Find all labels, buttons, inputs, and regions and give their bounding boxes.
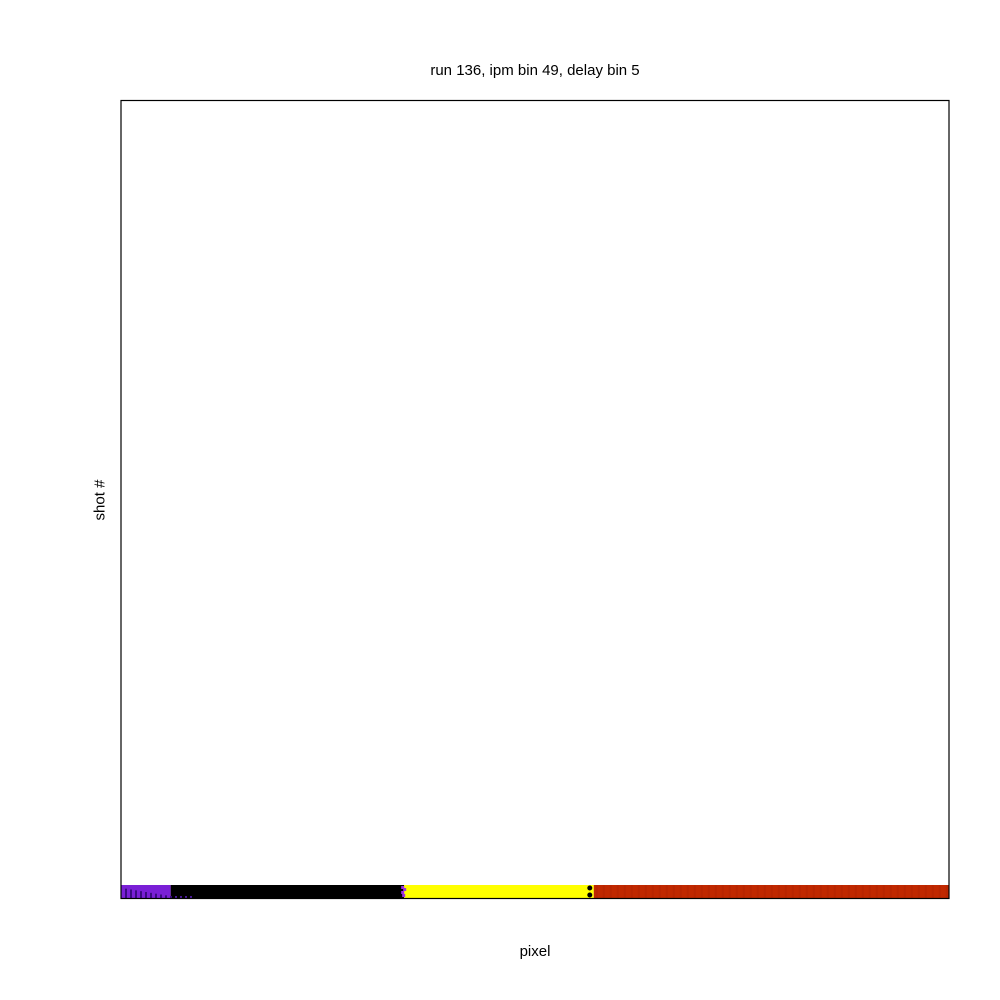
heatmap-segment-black xyxy=(170,885,405,898)
heatmap-stripe xyxy=(595,885,598,898)
heatmap-stripe xyxy=(833,885,836,898)
heatmap-stripe xyxy=(840,885,843,898)
heatmap-stripe xyxy=(630,885,633,898)
heatmap-stripe xyxy=(812,885,815,898)
heatmap-edge-marker xyxy=(587,892,593,898)
heatmap-stripe xyxy=(847,885,850,898)
heatmap-texture xyxy=(175,896,177,898)
heatmap-texture xyxy=(190,896,192,898)
heatmap-stripe xyxy=(651,885,654,898)
heatmap-stripe xyxy=(672,885,675,898)
heatmap-stripe xyxy=(784,885,787,898)
heatmap-stripe xyxy=(742,885,745,898)
heatmap-texture xyxy=(150,892,152,898)
heatmap-stripe xyxy=(693,885,696,898)
heatmap-stripe xyxy=(707,885,710,898)
heatmap-stripe xyxy=(756,885,759,898)
heatmap-stripe xyxy=(700,885,703,898)
heatmap-stripe xyxy=(868,885,871,898)
heatmap-stripe xyxy=(903,885,906,898)
heatmap-stripe xyxy=(686,885,689,898)
heatmap-texture xyxy=(165,895,167,898)
heatmap-stripe xyxy=(749,885,752,898)
heatmap-stripe xyxy=(721,885,724,898)
heatmap-stripe xyxy=(735,885,738,898)
heatmap-texture xyxy=(155,893,157,898)
heatmap-stripe xyxy=(777,885,780,898)
heatmap-stripe xyxy=(861,885,864,898)
heatmap-texture xyxy=(140,891,142,898)
heatmap-stripe xyxy=(798,885,801,898)
heatmap-texture xyxy=(130,889,132,898)
heatmap-stripe xyxy=(854,885,857,898)
heatmap-stripe xyxy=(896,885,899,898)
heatmap-stripe xyxy=(609,885,612,898)
heatmap-stripe xyxy=(819,885,822,898)
heatmap-segment-purple xyxy=(121,885,171,898)
heatmap-stripe xyxy=(826,885,829,898)
heatmap-stripe xyxy=(658,885,661,898)
heatmap-stripe xyxy=(945,885,948,898)
plot-frame xyxy=(120,99,950,900)
heatmap-stripe xyxy=(805,885,808,898)
heatmap-stripe xyxy=(644,885,647,898)
heatmap-strip xyxy=(121,885,949,898)
heatmap-edge-fleck xyxy=(401,891,405,894)
y-axis-label: shot # xyxy=(91,479,109,521)
heatmap-texture xyxy=(160,894,162,898)
heatmap-texture xyxy=(180,896,182,898)
heatmap-segment-yellow xyxy=(404,885,594,898)
heatmap-stripe xyxy=(938,885,941,898)
heatmap-stripe xyxy=(763,885,766,898)
heatmap-stripe xyxy=(875,885,878,898)
heatmap-texture xyxy=(145,892,147,898)
heatmap-stripe xyxy=(714,885,717,898)
heatmap-edge-fleck xyxy=(401,886,405,889)
heatmap-edge-fleck xyxy=(403,888,407,891)
heatmap-stripe xyxy=(924,885,927,898)
heatmap-stripe xyxy=(931,885,934,898)
heatmap-stripe xyxy=(665,885,668,898)
heatmap-stripe xyxy=(623,885,626,898)
x-axis-label: pixel xyxy=(519,943,551,960)
heatmap-texture xyxy=(185,896,187,898)
heatmap-texture xyxy=(135,890,137,898)
heatmap-stripe xyxy=(910,885,913,898)
heatmap-stripe xyxy=(616,885,619,898)
heatmap-texture xyxy=(170,896,172,898)
heatmap-stripe xyxy=(602,885,605,898)
heatmap-stripe xyxy=(770,885,773,898)
heatmap-stripe xyxy=(917,885,920,898)
heatmap-stripe xyxy=(679,885,682,898)
heatmap-stripe xyxy=(728,885,731,898)
heatmap-stripe xyxy=(889,885,892,898)
heatmap-edge-marker xyxy=(587,885,593,891)
heatmap-stripe xyxy=(637,885,640,898)
chart-title: run 136, ipm bin 49, delay bin 5 xyxy=(430,62,640,79)
heatmap-stripe xyxy=(882,885,885,898)
heatmap-edge-fleck xyxy=(402,894,406,897)
heatmap-texture xyxy=(125,888,127,898)
heatmap-stripe xyxy=(791,885,794,898)
